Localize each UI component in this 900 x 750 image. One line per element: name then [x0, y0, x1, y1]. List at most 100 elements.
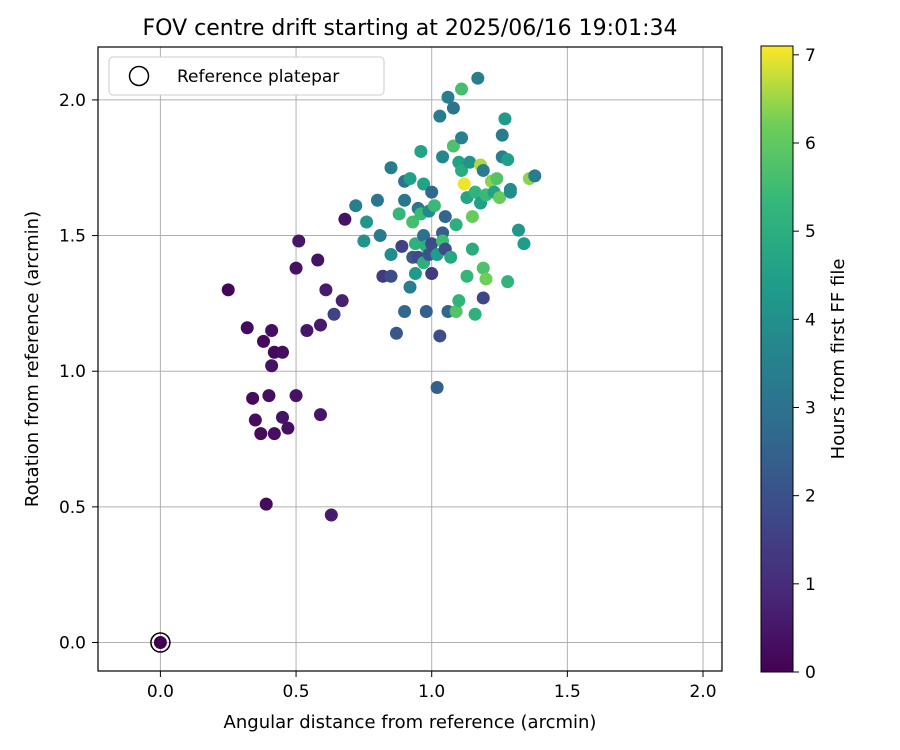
data-point [373, 229, 387, 243]
data-point [254, 427, 268, 441]
data-point [267, 427, 281, 441]
data-point [370, 193, 384, 207]
data-point [444, 250, 458, 264]
data-point [349, 199, 363, 213]
data-point [425, 237, 439, 251]
legend-marker-icon [128, 65, 150, 87]
data-point [248, 413, 262, 427]
data-point [495, 128, 509, 142]
data-point [327, 307, 341, 321]
x-tick-label: 1.5 [554, 682, 581, 702]
data-point [395, 239, 409, 253]
x-tick-label: 0.0 [147, 682, 174, 702]
data-point [490, 172, 504, 186]
data-point [403, 280, 417, 294]
data-point [259, 497, 273, 511]
data-point [493, 191, 507, 205]
data-point [468, 307, 482, 321]
x-axis-label: Angular distance from reference (arcmin) [224, 712, 597, 733]
data-point [449, 305, 463, 319]
data-point [425, 185, 439, 199]
data-point [414, 144, 428, 158]
colorbar-tick-label: 4 [805, 310, 816, 330]
colorbar-tick-label: 2 [805, 487, 816, 507]
y-tick-label: 1.0 [59, 362, 86, 382]
data-point [384, 161, 398, 175]
plot-frame [97, 46, 723, 672]
colorbar-tick-label: 7 [805, 46, 816, 66]
data-point [476, 261, 490, 275]
data-point [265, 359, 279, 373]
data-point [246, 391, 260, 405]
data-point [357, 234, 371, 248]
data-point [460, 269, 474, 283]
colorbar-tick-label: 0 [805, 663, 816, 683]
data-point [324, 508, 338, 522]
scatter-points [150, 71, 542, 653]
data-point [427, 199, 441, 213]
data-point [335, 294, 349, 308]
data-point [465, 210, 479, 224]
colorbar-tick-label: 5 [805, 222, 816, 242]
data-point [240, 321, 254, 335]
data-point [430, 380, 444, 394]
data-point [498, 112, 512, 126]
legend-entry-reference: Reference platepar [177, 67, 339, 87]
data-point [403, 172, 417, 186]
x-tick-label: 0.5 [283, 682, 310, 702]
data-point [465, 242, 479, 256]
y-tick-label: 0.5 [59, 498, 86, 518]
data-point [221, 283, 235, 297]
data-point [417, 177, 431, 191]
data-point [417, 229, 431, 243]
data-point [512, 223, 526, 237]
x-tick-label: 2.0 [689, 682, 716, 702]
data-point [289, 389, 303, 403]
axis-ticks: 0.0 0.5 1.0 1.5 2.0 0.0 0.5 1.0 1.5 2.0 [59, 91, 717, 702]
data-point [476, 163, 490, 177]
data-point [476, 291, 490, 305]
data-point [446, 139, 460, 153]
legend: Reference platepar [108, 56, 385, 96]
data-point [262, 389, 276, 403]
data-point [501, 153, 515, 167]
data-point [446, 101, 460, 115]
data-point [289, 261, 303, 275]
y-tick-label: 2.0 [59, 91, 86, 111]
reference-platepar-marker [150, 632, 171, 653]
colorbar-ticks: 0 1 2 3 4 5 6 7 [793, 46, 816, 683]
colorbar: 0 1 2 3 4 5 6 7 Hours from first FF file [760, 45, 849, 683]
data-point [319, 283, 333, 297]
data-point [441, 90, 455, 104]
data-point [281, 421, 295, 435]
data-point [436, 150, 450, 164]
colorbar-gradient [760, 45, 794, 673]
colorbar-tick-label: 6 [805, 134, 816, 154]
data-point [433, 109, 447, 123]
data-point [455, 82, 469, 96]
data-point [406, 215, 420, 229]
data-point [425, 267, 439, 281]
colorbar-label: Hours from first FF file [828, 259, 849, 460]
legend-box [108, 56, 385, 96]
reference-point [153, 636, 167, 650]
data-point [256, 334, 270, 348]
data-point [384, 269, 398, 283]
data-point [501, 275, 515, 289]
data-point [419, 305, 433, 319]
y-axis-label: Rotation from reference (arcmin) [22, 211, 43, 507]
data-point [455, 163, 469, 177]
data-point [433, 329, 447, 343]
data-point [275, 410, 289, 424]
data-point [438, 210, 452, 224]
y-tick-label: 0.0 [59, 634, 86, 654]
chart-title: FOV centre drift starting at 2025/06/16 … [143, 16, 678, 41]
data-point [313, 318, 327, 332]
data-point [452, 294, 466, 308]
data-point [408, 267, 422, 281]
data-point [479, 272, 493, 286]
data-point [471, 71, 485, 85]
data-point [463, 155, 477, 169]
data-point [457, 177, 471, 191]
